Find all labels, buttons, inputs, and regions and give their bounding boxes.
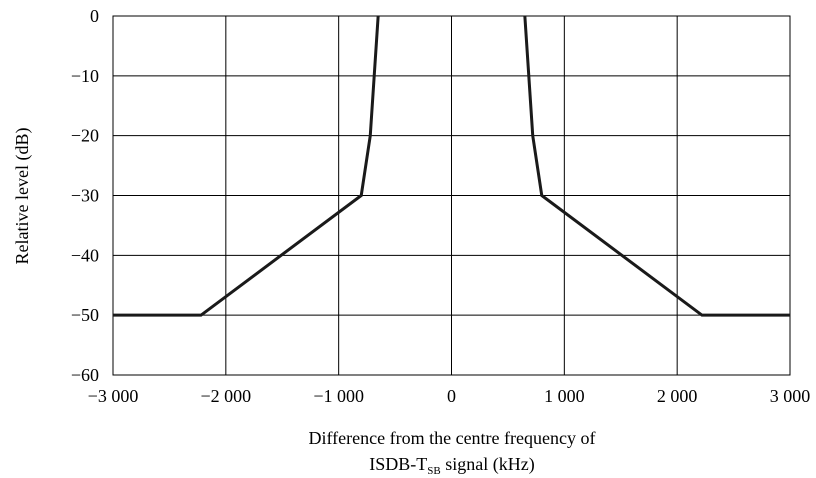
x-tick-label: 1 000 <box>544 386 585 406</box>
y-tick-label: −40 <box>71 245 99 265</box>
x-tick-label: −1 000 <box>313 386 364 406</box>
y-tick-label: −30 <box>71 186 99 206</box>
x-tick-label: −3 000 <box>88 386 139 406</box>
x-tick-label: 3 000 <box>770 386 811 406</box>
grid-lines <box>112 15 791 376</box>
y-tick-label: −50 <box>71 305 99 325</box>
y-axis-title: Relative level (dB) <box>12 128 33 265</box>
mask-line-right <box>523 15 790 317</box>
x-tick-label: −2 000 <box>201 386 252 406</box>
plot-frame <box>112 15 791 376</box>
x-axis-title-subscript: SB <box>427 465 440 477</box>
series-group <box>113 15 790 317</box>
x-tick-label: 2 000 <box>657 386 698 406</box>
y-tick-labels: 0 −10 −20 −30 −40 −50 −60 <box>71 6 99 385</box>
mask-line-left <box>113 15 380 317</box>
x-tick-label: 0 <box>447 386 456 406</box>
x-axis-title: Difference from the centre frequency of <box>308 428 595 448</box>
y-tick-label: −10 <box>71 66 99 86</box>
y-tick-label: 0 <box>90 6 99 26</box>
y-tick-label: −20 <box>71 126 99 146</box>
x-tick-labels: −3 000 −2 000 −1 000 0 1 000 2 000 3 000 <box>88 386 811 406</box>
x-axis-title-line2-suffix: signal (kHz) <box>441 454 535 475</box>
y-tick-label: −60 <box>71 365 99 385</box>
x-axis-title-line2: ISDB-TSB signal (kHz) <box>369 454 534 477</box>
x-axis-title-line2-main: ISDB-T <box>369 454 427 474</box>
